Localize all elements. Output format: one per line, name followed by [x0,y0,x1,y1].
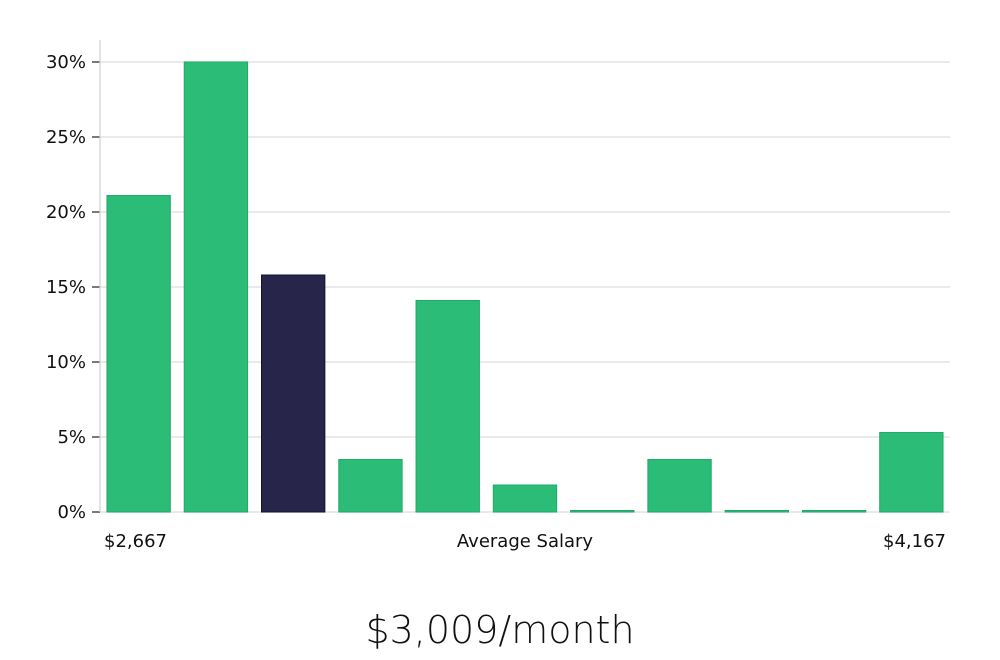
y-tick-label: 20% [46,202,86,223]
y-tick-label: 10% [46,352,86,373]
y-tick-label: 15% [46,277,86,298]
x-axis-min-label: $2,667 [104,531,167,552]
chart-canvas: 0% 5% 10% 15% 20% 25% 30% $2,667 Average Salar… [46,40,950,552]
bar [492,484,558,513]
bar [647,459,712,513]
y-tick-label: 5% [57,427,86,448]
average-salary-label: $3,009/month [365,608,635,652]
bar [415,300,480,513]
bar [570,510,635,513]
x-axis-max-label: $4,167 [883,531,946,552]
highlighted-bar [261,274,326,513]
bar [106,195,171,513]
bar [801,510,867,513]
y-tick-label: 25% [46,127,86,148]
y-axis-ticks: 0% 5% 10% 15% 20% 25% 30% [46,52,100,523]
x-axis-title: Average Salary [457,531,594,552]
bars [106,61,944,513]
y-tick-label: 30% [46,52,86,73]
bar [724,510,789,513]
bar [879,432,944,513]
bar [183,61,249,513]
bar [338,459,403,513]
y-tick-label: 0% [57,502,86,523]
